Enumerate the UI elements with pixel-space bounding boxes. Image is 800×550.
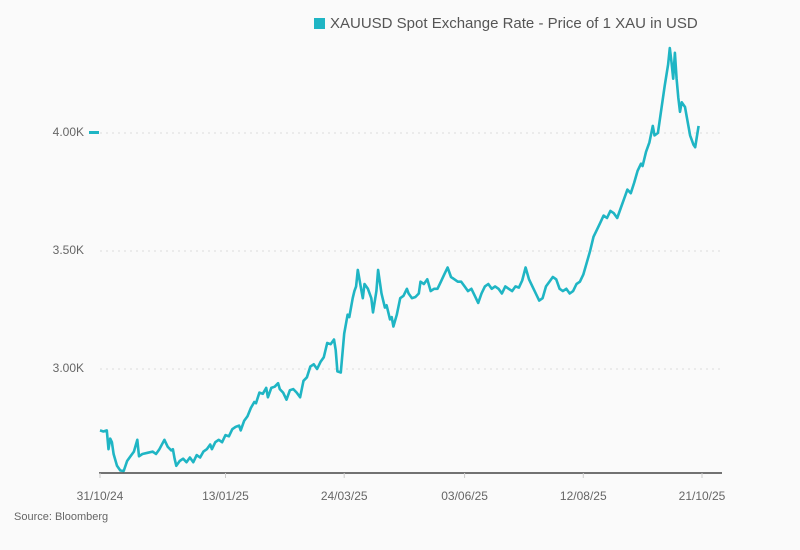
y-tick-label: 3.00K	[52, 361, 84, 375]
chart-legend: XAUUSD Spot Exchange Rate - Price of 1 X…	[314, 15, 698, 32]
x-tick-label: 12/08/25	[559, 489, 607, 503]
legend-swatch-icon	[314, 18, 325, 29]
price-line	[99, 46, 700, 473]
y-tick-label: 4.00K	[52, 125, 84, 139]
x-tick-label: 31/10/24	[76, 489, 124, 503]
x-tick-label: 13/01/25	[202, 489, 249, 503]
legend-label: XAUUSD Spot Exchange Rate - Price of 1 X…	[330, 15, 698, 32]
source-note: Source: Bloomberg	[14, 511, 109, 523]
last-value-marker-icon	[89, 131, 99, 134]
x-tick-label: 21/10/25	[678, 489, 726, 503]
x-tick-label: 03/06/25	[441, 489, 488, 503]
y-tick-label: 3.50K	[52, 243, 84, 257]
x-tick-label: 24/03/25	[320, 489, 368, 503]
